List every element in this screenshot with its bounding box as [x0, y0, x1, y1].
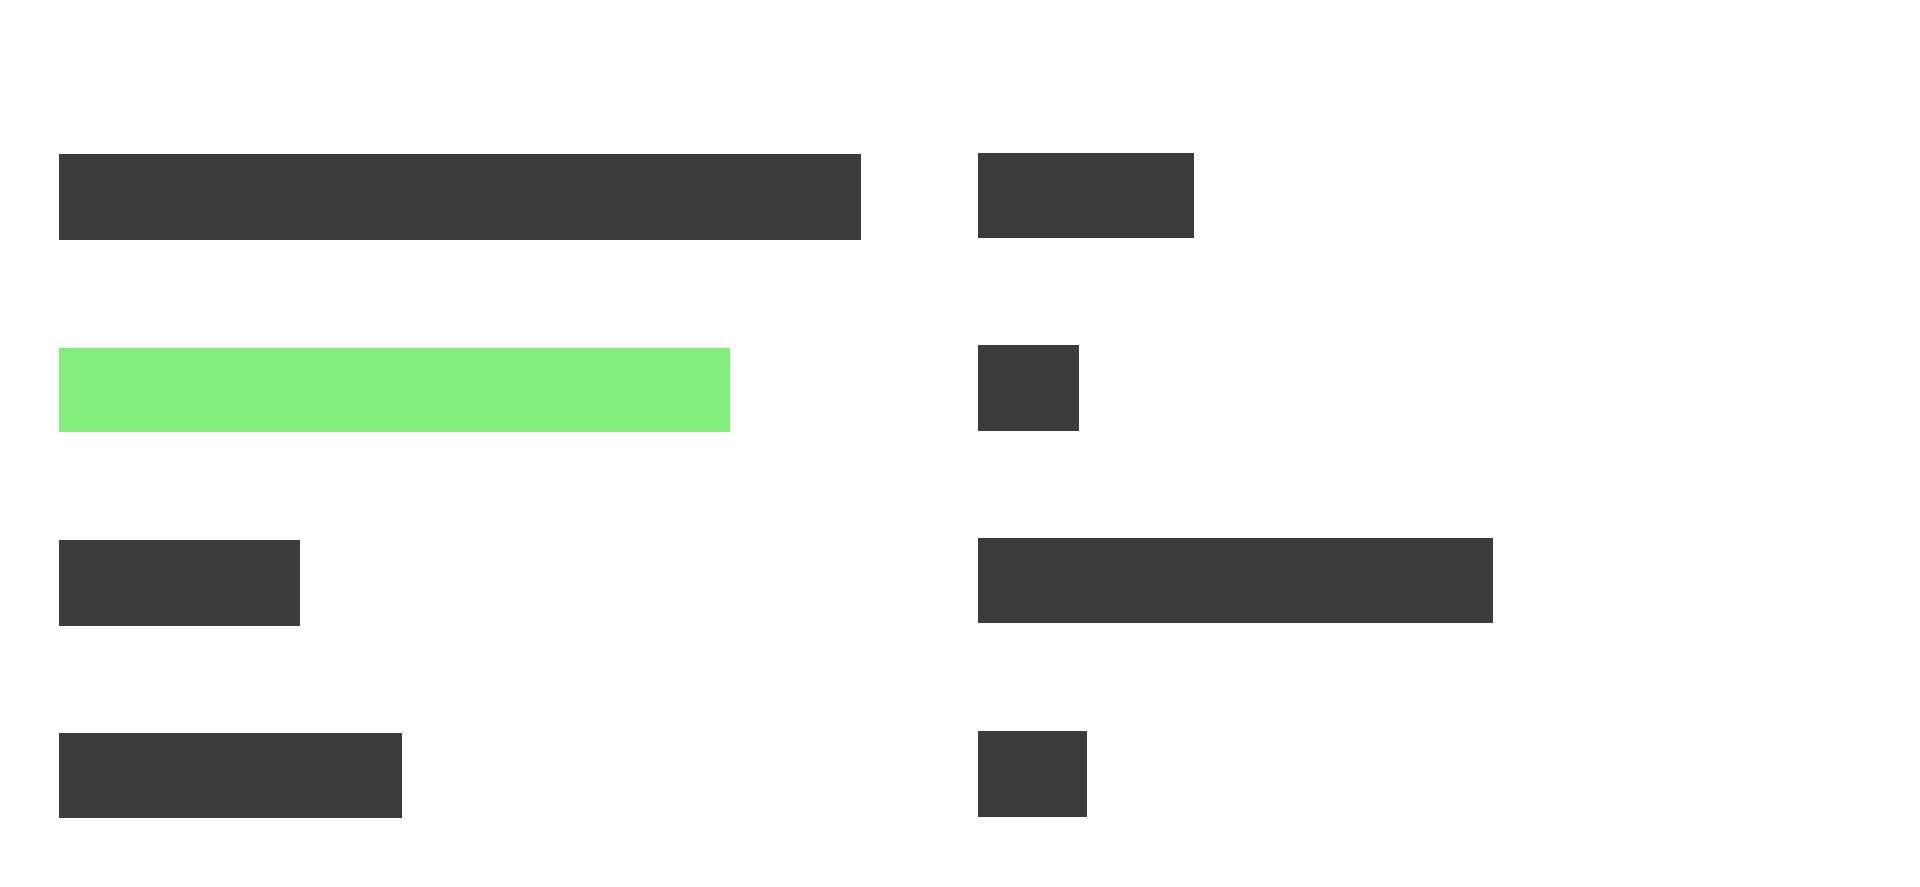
option-block[interactable]	[59, 733, 402, 818]
option-block[interactable]	[978, 731, 1087, 817]
option-block[interactable]	[59, 540, 300, 626]
selected-option-block[interactable]	[59, 348, 730, 432]
option-block[interactable]	[59, 154, 861, 240]
option-block[interactable]	[978, 345, 1079, 431]
option-block[interactable]	[978, 538, 1493, 623]
option-block[interactable]	[978, 153, 1194, 238]
